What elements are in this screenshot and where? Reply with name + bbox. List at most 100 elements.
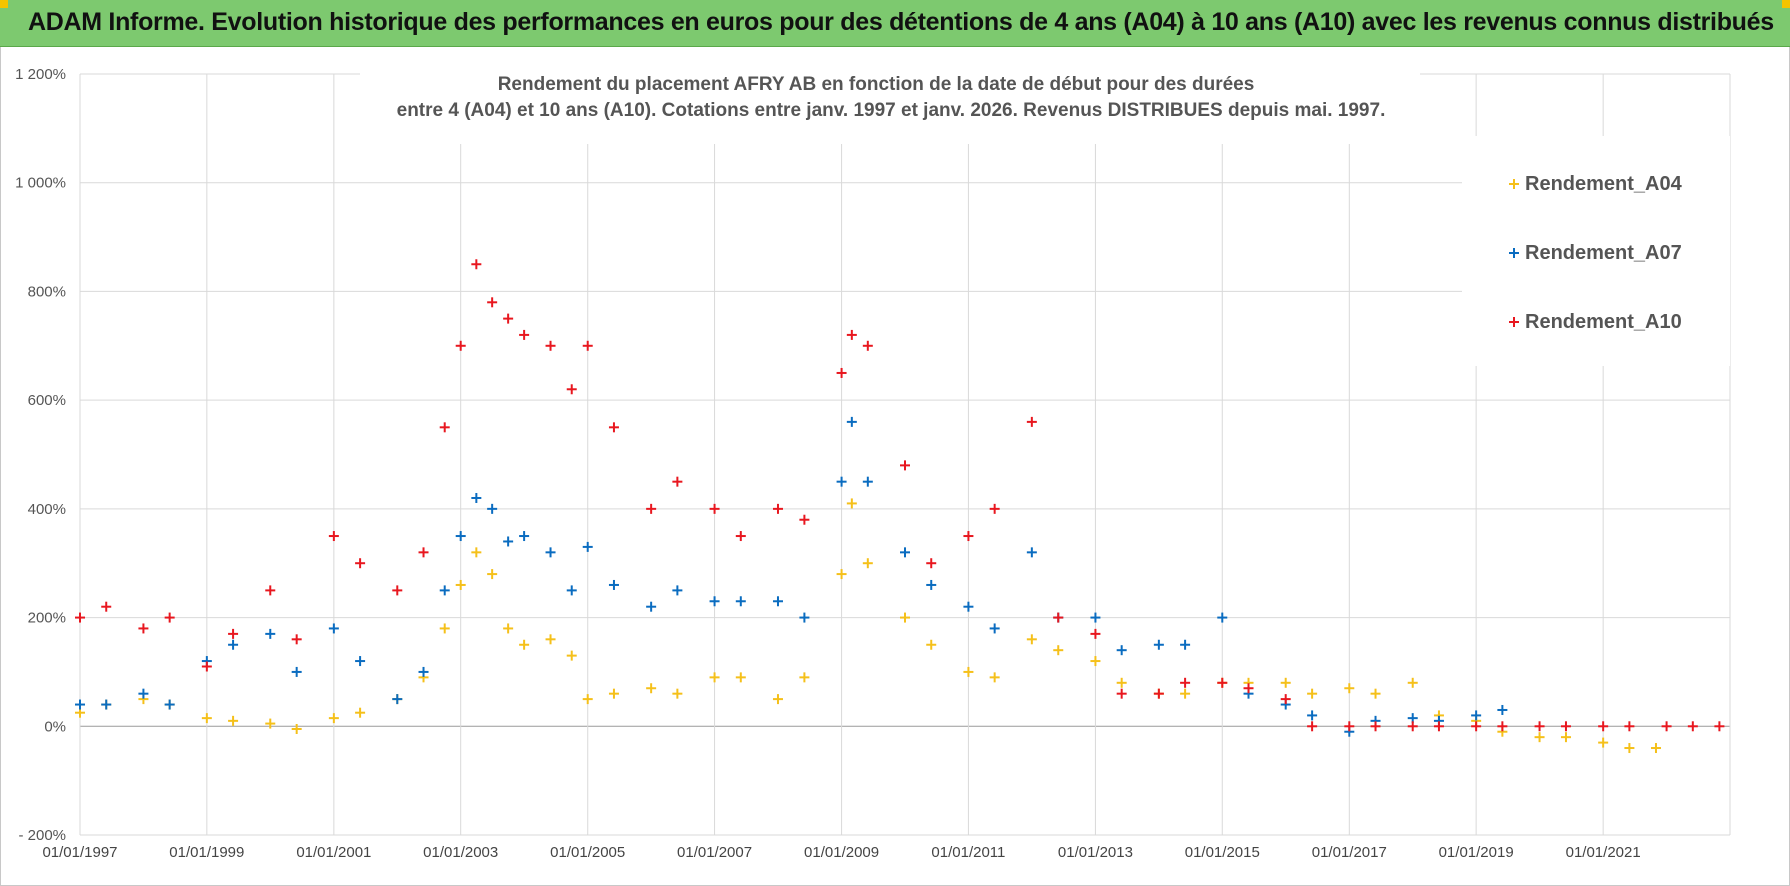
x-tick-label: 01/01/2009 <box>804 844 879 861</box>
data-point-Rendement_A10 <box>291 634 302 645</box>
data-point-Rendement_A04 <box>799 672 810 683</box>
data-point-Rendement_A07 <box>164 699 175 710</box>
y-tick-label: 800% <box>28 283 66 300</box>
data-point-Rendement_A10 <box>471 259 482 270</box>
data-point-Rendement_A10 <box>672 476 683 487</box>
data-point-Rendement_A04 <box>1598 737 1609 748</box>
data-point-Rendement_A10 <box>439 422 450 433</box>
x-tick-label: 01/01/2013 <box>1058 844 1133 861</box>
chart-title-line1: Rendement du placement AFRY AB en foncti… <box>498 74 1255 95</box>
data-point-Rendement_A10 <box>836 367 847 378</box>
data-point-Rendement_A04 <box>1026 634 1037 645</box>
data-point-Rendement_A07 <box>265 628 276 639</box>
corner-mark-top-left <box>0 0 8 8</box>
data-point-Rendement_A04 <box>1344 683 1355 694</box>
data-point-Rendement_A04 <box>487 569 498 580</box>
data-point-Rendement_A04 <box>1307 688 1318 699</box>
data-point-Rendement_A07 <box>646 601 657 612</box>
data-point-Rendement_A04 <box>963 666 974 677</box>
data-point-Rendement_A07 <box>772 596 783 607</box>
data-point-Rendement_A10 <box>1497 721 1508 732</box>
data-point-Rendement_A04 <box>545 634 556 645</box>
data-point-Rendement_A04 <box>566 650 577 661</box>
data-point-Rendement_A10 <box>1026 416 1037 427</box>
data-point-Rendement_A07 <box>862 476 873 487</box>
data-point-Rendement_A04 <box>900 612 910 623</box>
data-point-Rendement_A07 <box>328 623 339 634</box>
data-point-Rendement_A10 <box>846 329 857 340</box>
data-point-Rendement_A04 <box>1280 677 1291 688</box>
data-point-Rendement_A07 <box>1026 547 1037 558</box>
data-point-Rendement_A04 <box>1053 645 1064 656</box>
data-point-Rendement_A10 <box>201 661 212 672</box>
data-point-Rendement_A10 <box>1714 721 1725 732</box>
legend-marker-Rendement_A07 <box>1509 248 1519 258</box>
data-point-Rendement_A10 <box>1534 721 1545 732</box>
data-point-Rendement_A04 <box>735 672 746 683</box>
data-point-Rendement_A04 <box>519 639 530 650</box>
data-point-Rendement_A07 <box>228 639 239 650</box>
data-point-Rendement_A10 <box>1560 721 1571 732</box>
data-point-Rendement_A10 <box>1344 721 1355 732</box>
data-point-Rendement_A10 <box>265 585 276 596</box>
data-point-Rendement_A10 <box>1116 688 1127 699</box>
data-point-Rendement_A10 <box>926 558 937 569</box>
data-point-Rendement_A10 <box>735 531 746 542</box>
data-point-Rendement_A04 <box>1116 677 1127 688</box>
data-point-Rendement_A04 <box>772 694 783 705</box>
data-point-Rendement_A04 <box>709 672 720 683</box>
data-point-Rendement_A07 <box>418 666 429 677</box>
x-tick-label: 01/01/2017 <box>1312 844 1387 861</box>
data-point-Rendement_A10 <box>1687 721 1698 732</box>
data-point-Rendement_A10 <box>1180 677 1191 688</box>
data-points <box>75 259 1725 754</box>
chart-title-line2: entre 4 (A04) et 10 ans (A10). Cotations… <box>397 100 1386 121</box>
legend-label: Rendement_A10 <box>1525 311 1682 333</box>
data-point-Rendement_A10 <box>799 514 810 525</box>
data-point-Rendement_A10 <box>418 547 429 558</box>
data-point-Rendement_A07 <box>846 416 857 427</box>
data-point-Rendement_A04 <box>471 547 482 558</box>
chart-title-background <box>360 68 1420 144</box>
data-point-Rendement_A04 <box>989 672 1000 683</box>
data-point-Rendement_A07 <box>519 531 530 542</box>
y-tick-label: 0% <box>44 718 66 735</box>
data-point-Rendement_A10 <box>228 628 239 639</box>
data-point-Rendement_A10 <box>545 340 556 351</box>
data-point-Rendement_A07 <box>545 547 556 558</box>
banner-title: ADAM Informe. Evolution historique des p… <box>28 8 1774 36</box>
data-point-Rendement_A10 <box>582 340 593 351</box>
x-tick-label: 01/01/1999 <box>169 844 244 861</box>
data-point-Rendement_A07 <box>1180 639 1191 650</box>
data-point-Rendement_A04 <box>291 724 302 735</box>
y-tick-label: 600% <box>28 392 66 409</box>
data-point-Rendement_A07 <box>566 585 577 596</box>
data-point-Rendement_A07 <box>1497 704 1508 715</box>
data-point-Rendement_A07 <box>471 492 482 503</box>
x-tick-label: 01/01/2019 <box>1439 844 1514 861</box>
data-point-Rendement_A07 <box>355 656 366 667</box>
x-tick-label: 01/01/1997 <box>42 844 117 861</box>
data-point-Rendement_A04 <box>201 713 212 724</box>
title-banner: ADAM Informe. Evolution historique des p… <box>0 0 1790 47</box>
legend-marker-Rendement_A10 <box>1509 317 1519 327</box>
data-point-Rendement_A04 <box>439 623 450 634</box>
data-point-Rendement_A10 <box>455 340 466 351</box>
data-point-Rendement_A04 <box>503 623 514 634</box>
data-point-Rendement_A10 <box>1090 628 1101 639</box>
data-point-Rendement_A10 <box>963 531 974 542</box>
x-tick-label: 01/01/2007 <box>677 844 752 861</box>
y-axis-ticks: 1 200% 1 000% 800% 600% 400% 200% 0% - 200% <box>15 66 66 844</box>
data-point-Rendement_A07 <box>735 596 746 607</box>
data-point-Rendement_A07 <box>1153 639 1164 650</box>
data-point-Rendement_A10 <box>101 601 112 612</box>
legend-label: Rendement_A04 <box>1525 173 1683 195</box>
x-tick-label: 01/01/2021 <box>1566 844 1641 861</box>
data-point-Rendement_A04 <box>355 707 366 718</box>
data-point-Rendement_A04 <box>1534 732 1545 743</box>
data-point-Rendement_A10 <box>1407 721 1418 732</box>
corner-mark-top-right <box>1782 0 1790 8</box>
data-point-Rendement_A04 <box>608 688 619 699</box>
data-point-Rendement_A07 <box>608 579 619 590</box>
data-point-Rendement_A07 <box>138 688 149 699</box>
